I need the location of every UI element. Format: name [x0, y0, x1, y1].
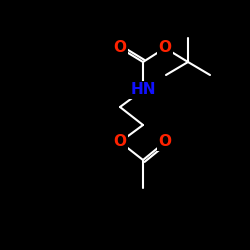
Text: O: O [114, 134, 126, 150]
Text: O: O [114, 40, 126, 56]
Text: O: O [158, 134, 172, 150]
Text: HN: HN [130, 82, 156, 98]
Text: O: O [158, 40, 172, 56]
